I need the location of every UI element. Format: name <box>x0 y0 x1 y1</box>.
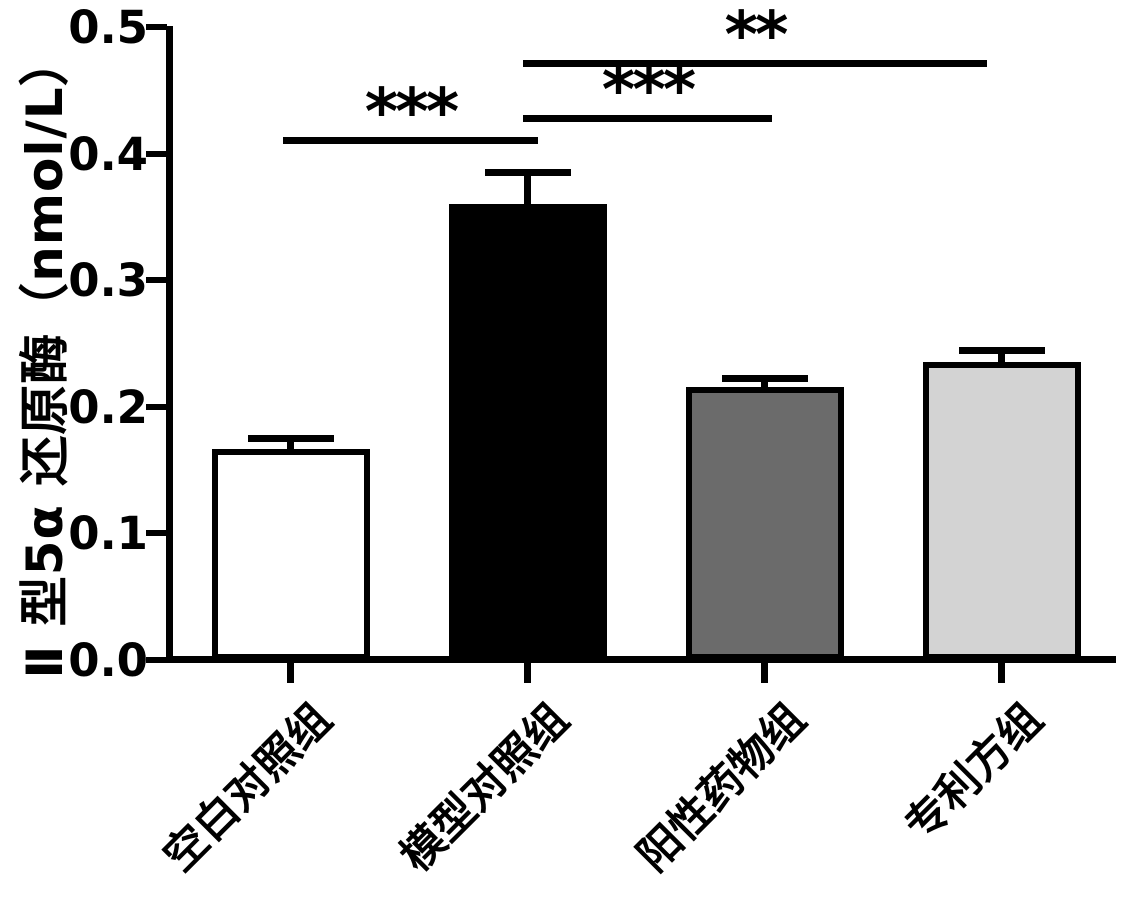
bar-1 <box>449 204 607 660</box>
x-category-label-0: 空白对照组 <box>154 694 342 882</box>
error-bar-stem-1 <box>524 174 531 209</box>
error-bar-cap-2 <box>722 375 808 383</box>
significance-stars-2: ** <box>724 0 789 73</box>
error-bar-cap-3 <box>959 347 1045 355</box>
y-tick-label: 0.1 <box>68 507 148 561</box>
x-tick-2 <box>761 663 768 683</box>
y-axis-line <box>166 26 173 663</box>
x-category-label-3: 专利方组 <box>895 694 1053 852</box>
error-bar-stem-2 <box>761 381 768 391</box>
x-category-label-1: 模型对照组 <box>391 694 579 882</box>
error-bar-stem-3 <box>998 353 1005 367</box>
y-tick <box>146 277 167 284</box>
y-tick-label: 0.4 <box>68 127 148 181</box>
y-tick <box>146 530 167 537</box>
significance-line-1 <box>523 115 772 122</box>
y-tick-label: 0.2 <box>68 380 148 434</box>
x-tick-0 <box>287 663 294 683</box>
y-tick <box>146 657 167 663</box>
x-axis-line <box>166 656 1116 663</box>
significance-stars-1: *** <box>601 54 696 128</box>
error-bar-cap-1 <box>485 168 571 176</box>
bar-2 <box>686 386 844 660</box>
y-tick-label: 0.0 <box>68 634 148 687</box>
significance-stars-0: *** <box>364 76 459 150</box>
y-tick <box>146 403 167 410</box>
error-bar-stem-0 <box>287 440 294 453</box>
y-tick-label: 0.3 <box>68 254 148 308</box>
error-bar-cap-0 <box>248 434 334 442</box>
y-tick-label: 0.5 <box>68 1 148 54</box>
bar-0 <box>212 448 370 660</box>
x-tick-3 <box>998 663 1005 683</box>
significance-line-0 <box>283 137 538 144</box>
x-category-label-2: 阳性药物组 <box>628 694 816 882</box>
bar-3 <box>923 362 1081 660</box>
y-tick <box>146 150 167 157</box>
y-tick <box>146 24 167 30</box>
y-axis-label: Ⅱ 型5α 还原酶（nmol/L） <box>16 35 74 679</box>
significance-line-2 <box>523 60 987 67</box>
x-tick-1 <box>524 663 531 683</box>
